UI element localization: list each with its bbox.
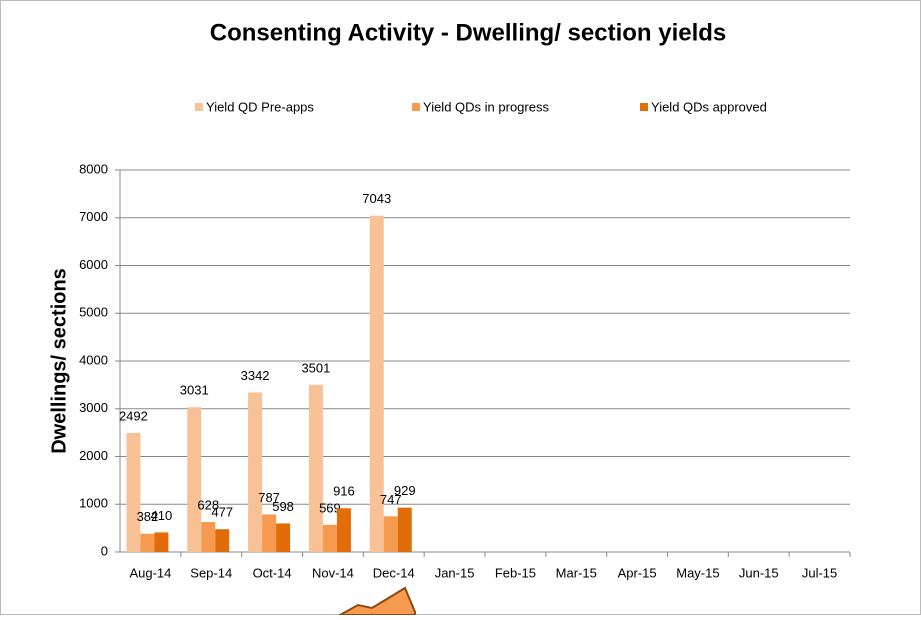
data-label: 929	[394, 483, 416, 498]
bar	[248, 392, 263, 552]
data-label: 3501	[301, 360, 330, 375]
data-label: 3342	[241, 368, 270, 383]
y-tick-label: 4000	[79, 352, 108, 367]
bar	[383, 516, 398, 552]
x-tick-label: Oct-14	[253, 565, 292, 580]
x-tick-label: Apr-15	[618, 565, 657, 580]
x-tick-label: Jul-15	[802, 565, 837, 580]
data-label: 382	[137, 509, 159, 524]
data-label: 916	[333, 484, 355, 499]
legend-swatch	[412, 103, 420, 111]
y-tick-label: 7000	[79, 209, 108, 224]
x-tick-label: Aug-14	[129, 565, 171, 580]
x-tick-label: Jun-15	[739, 565, 779, 580]
data-label: 477	[211, 505, 233, 520]
bar	[397, 507, 412, 552]
bar	[201, 522, 216, 552]
y-axis-label: Dwellings/ sections	[48, 268, 70, 454]
y-tick-label: 5000	[79, 305, 108, 320]
bar	[276, 523, 291, 552]
bar	[154, 532, 169, 552]
x-tick-label: Sep-14	[190, 565, 232, 580]
data-label: 569	[319, 500, 341, 515]
x-tick-label: Dec-14	[373, 565, 415, 580]
x-tick-label: Jan-15	[435, 565, 475, 580]
bar	[262, 514, 277, 552]
x-tick-label: May-15	[676, 565, 719, 580]
data-label: 628	[197, 497, 219, 512]
data-label: 7043	[362, 191, 391, 206]
bar	[336, 508, 351, 552]
x-tick-label: Feb-15	[495, 565, 536, 580]
data-label: 747	[380, 492, 402, 507]
bar	[140, 533, 155, 552]
bar	[187, 407, 202, 552]
y-tick-label: 0	[101, 543, 108, 558]
data-label: 598	[272, 499, 294, 514]
x-tick-label: Mar-15	[556, 565, 597, 580]
data-label: 2492	[119, 408, 148, 423]
bar	[369, 215, 384, 552]
data-label: 3031	[180, 383, 209, 398]
legend-swatch	[195, 103, 203, 111]
legend-swatch	[640, 103, 648, 111]
bar	[215, 529, 230, 552]
y-tick-label: 8000	[79, 161, 108, 176]
x-tick-label: Nov-14	[312, 565, 354, 580]
y-tick-label: 2000	[79, 448, 108, 463]
legend-label: Yield QDs in progress	[423, 99, 549, 114]
legend-label: Yield QDs approved	[651, 99, 767, 114]
data-label: 787	[258, 490, 280, 505]
y-tick-label: 1000	[79, 496, 108, 511]
y-tick-label: 6000	[79, 257, 108, 272]
bar	[322, 524, 337, 552]
data-label: 410	[151, 508, 173, 523]
bar	[308, 384, 323, 552]
legend-label: Yield QD Pre-apps	[206, 99, 314, 114]
y-tick-label: 3000	[79, 400, 108, 415]
chart-title: Consenting Activity - Dwelling/ section …	[210, 19, 727, 46]
bar	[126, 433, 141, 552]
